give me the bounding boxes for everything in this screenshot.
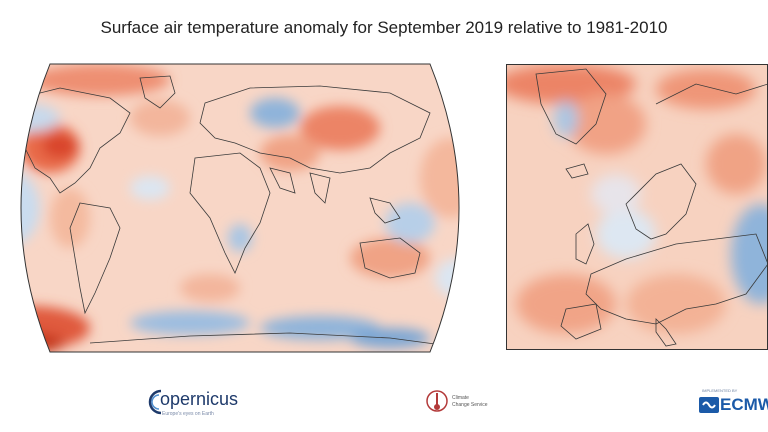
c3s-line2: Change Service <box>452 402 488 408</box>
copernicus-wordmark: opernicus <box>160 389 239 409</box>
copernicus-tagline: Europe's eyes on Earth <box>162 411 214 417</box>
europe-anomaly-map <box>506 64 768 350</box>
ecmwf-wordmark: ECMWF <box>720 395 768 414</box>
ecmwf-implemented-by: IMPLEMENTED BY <box>702 388 738 393</box>
copernicus-logo: opernicus Europe's eyes on Earth <box>146 385 256 425</box>
c3s-label: Climate Change Service <box>452 395 488 409</box>
ecmwf-logo: IMPLEMENTED BY ECMWF <box>696 388 768 428</box>
ecmwf-mark-icon <box>699 397 719 413</box>
map-title: Surface air temperature anomaly for Sept… <box>100 18 668 37</box>
thermometer-icon <box>426 390 448 412</box>
copernicus-c-icon <box>148 389 162 415</box>
world-anomaly-map <box>20 63 460 353</box>
c3s-logo: Climate Change Service <box>424 385 514 425</box>
c3s-line1: Climate <box>452 395 469 401</box>
